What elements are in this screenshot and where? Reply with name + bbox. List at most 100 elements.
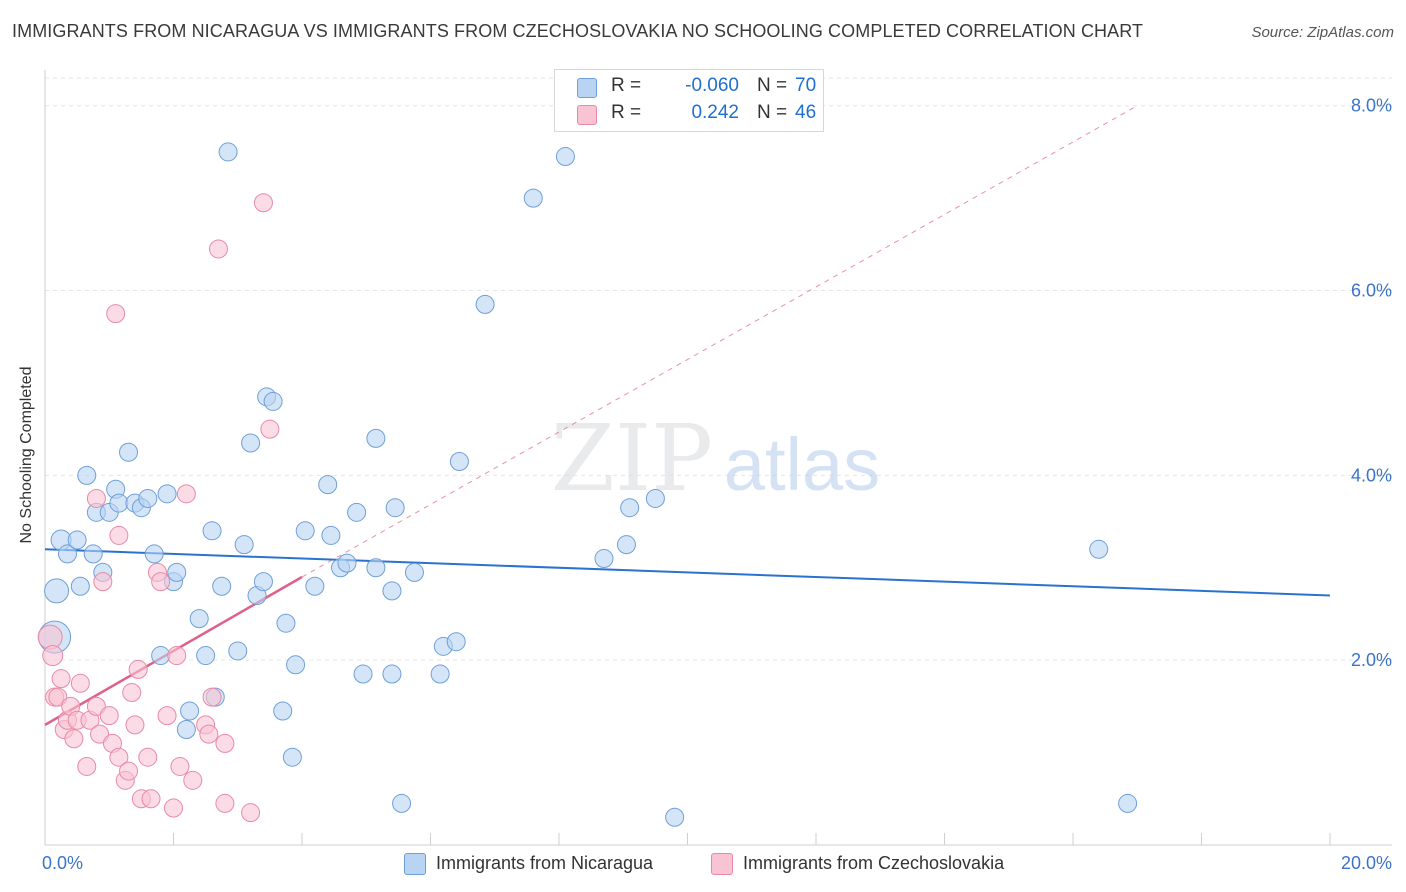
nicaragua-point [523,188,543,208]
nicaragua-point [295,521,315,541]
czech-point [128,659,148,679]
legend-n-label: N = [757,102,788,123]
nicaragua-point [144,544,164,564]
czech-point [42,645,64,667]
watermark-atlas: atlas [724,423,880,506]
nicaragua-point [645,488,665,508]
czech-point [215,793,235,813]
nicaragua-point [347,502,367,522]
legend-r-label: R = [611,102,642,123]
watermark-zip: ZIP [551,405,713,512]
bottom-legend-swatch-czech [711,853,733,875]
correlation-legend: R = -0.060 N = 70 R = 0.242 N = 46 [554,69,824,132]
czech-point [170,756,190,776]
nicaragua-point [119,442,139,462]
nicaragua-point [196,646,216,666]
czech-point [109,747,129,767]
nicaragua-point [241,433,261,453]
nicaragua-point [273,701,293,721]
nicaragua-point [594,549,614,569]
nicaragua-point [44,578,70,604]
czech-point [64,729,84,749]
source-label: Source: ZipAtlas.com [1251,24,1394,41]
czech-point [157,706,177,726]
czech-point [253,193,273,213]
legend-n-value: 46 [795,102,817,123]
nicaragua-point [382,581,402,601]
axes [44,70,1392,846]
nicaragua-point [253,572,273,592]
nicaragua-point [77,465,97,485]
tick-labels: 2.0% 4.0% 6.0% 8.0% 0.0% 20.0% [42,96,1392,873]
nicaragua-point [282,747,302,767]
watermark: ZIP atlas [551,405,880,512]
czech-point [119,761,139,781]
czech-point [93,572,113,592]
czech-point [141,789,161,809]
nicaragua-point [616,535,636,555]
y-tick-label: 2.0% [1351,650,1392,670]
czech-point [167,646,187,666]
czech-point [125,715,145,735]
nicaragua-point [276,613,296,633]
czech-point [99,706,119,726]
bottom-legend-label-nicaragua: Immigrants from Nicaragua [436,853,654,873]
czech-point [199,724,219,744]
nicaragua-point [449,452,469,471]
nicaragua-point [430,664,450,684]
nicaragua-point [157,484,177,504]
czech-point [183,770,203,790]
nicaragua-point [228,641,248,661]
nicaragua-point [138,488,158,508]
nicaragua-point [180,701,200,721]
czech-point [176,484,196,504]
nicaragua-point [202,521,222,541]
legend-r-label: R = [611,75,642,96]
nicaragua-point [176,719,196,739]
nicaragua-point [665,807,685,827]
czech-point [241,803,261,823]
czech-point [208,239,228,259]
czech-point [90,724,110,744]
legend-swatch-czech [577,105,597,125]
czech-point [106,304,126,324]
legend-n-value: 70 [795,75,817,96]
nicaragua-point [321,525,341,545]
czech-point [260,419,280,439]
czech-point [202,687,222,707]
nicaragua-point [234,535,254,555]
czech-point [122,683,142,703]
nicaragua-point [404,562,424,582]
czech-point [70,673,90,693]
czech-trend-extension [301,105,1138,578]
nicaragua-point [189,609,209,629]
nicaragua-point [366,428,386,448]
nicaragua-trend-line [44,548,1331,597]
czech-point [138,747,158,767]
nicaragua-point [318,475,338,495]
nicaragua-point [70,576,90,596]
x-tick-label: 20.0% [1341,853,1392,873]
czech-point [109,525,129,545]
czech-point [215,733,235,753]
nicaragua-point [218,142,238,162]
y-tick-label: 8.0% [1351,96,1392,116]
czech-point [151,572,171,592]
nicaragua-point [1118,793,1138,813]
chart-title: IMMIGRANTS FROM NICARAGUA VS IMMIGRANTS … [12,21,1144,41]
nicaragua-point [57,544,77,564]
bottom-legend-swatch-nicaragua [404,853,426,875]
legend-n-label: N = [757,75,788,96]
x-tick-label: 0.0% [42,853,83,873]
nicaragua-point [366,558,386,578]
y-tick-label: 6.0% [1351,281,1392,301]
czech-point [48,687,68,707]
y-tick-label: 4.0% [1351,465,1392,485]
data-points [37,142,1138,827]
nicaragua-point [67,530,87,550]
czech-point [51,669,71,689]
nicaragua-point [1089,539,1109,559]
czech-point [164,798,183,818]
nicaragua-point [109,493,129,513]
czech-point [86,696,106,716]
